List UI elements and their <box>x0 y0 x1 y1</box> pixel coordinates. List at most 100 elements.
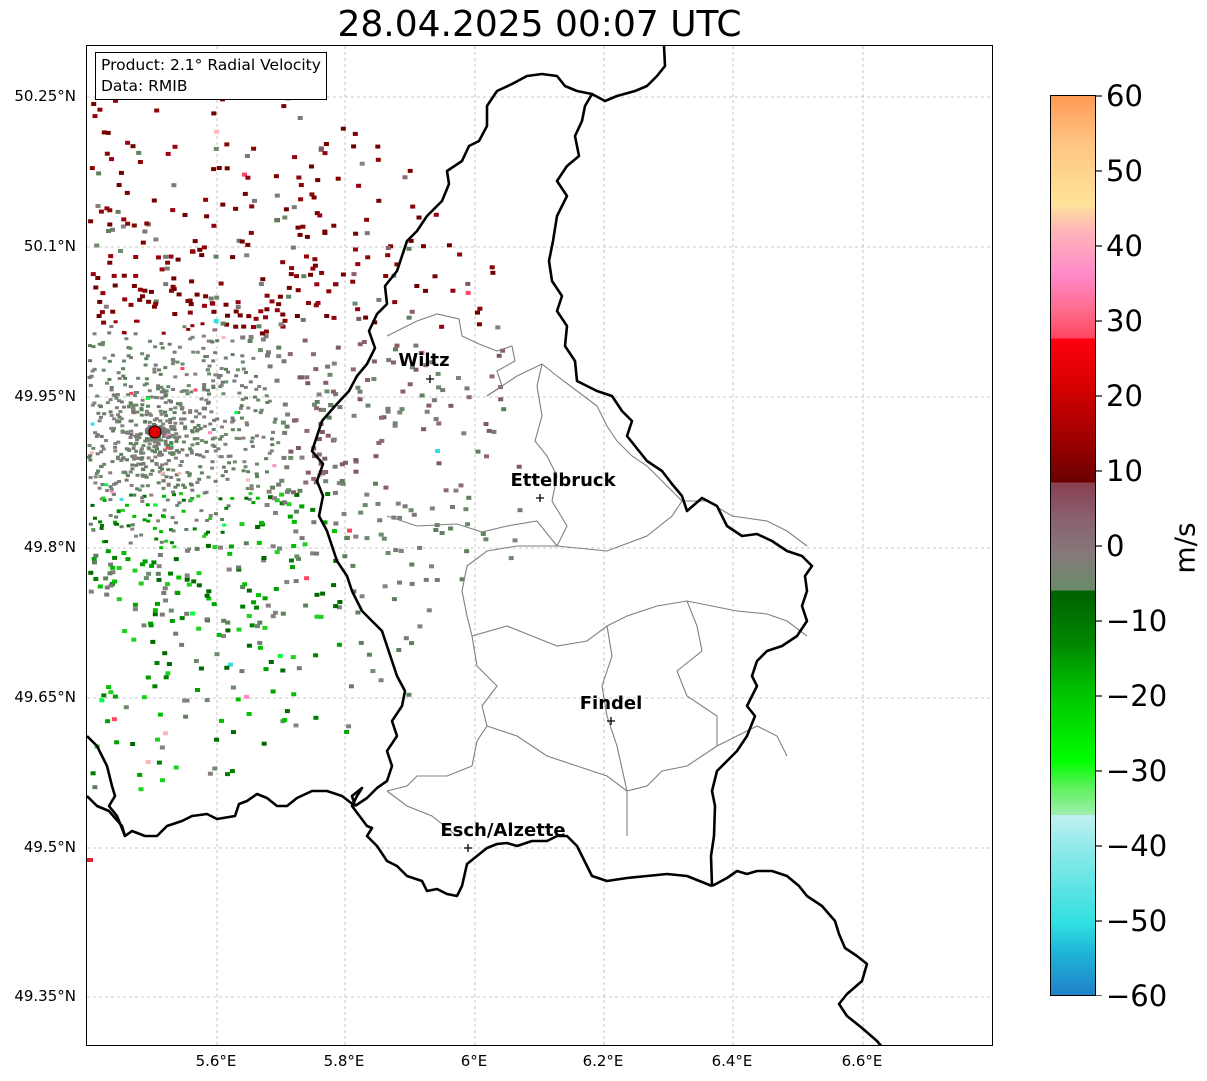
echo-pixel <box>176 450 181 454</box>
echo-pixel <box>248 380 253 384</box>
echo-pixel <box>258 411 263 415</box>
echo-pixel <box>211 428 216 431</box>
echo-pixel <box>335 345 341 350</box>
echo-pixel <box>180 367 185 370</box>
echo-pixel <box>270 437 274 441</box>
echo-pixel <box>264 457 269 461</box>
echo-pixel <box>211 111 217 116</box>
echo-pixel <box>201 245 207 250</box>
echo-pixel <box>95 276 101 280</box>
echo-pixel <box>240 354 245 358</box>
echo-pixel <box>175 483 180 487</box>
echo-pixel <box>190 488 195 492</box>
echo-pixel <box>112 482 117 486</box>
echo-pixel <box>136 433 141 437</box>
echo-pixel <box>262 387 267 391</box>
echo-pixel <box>184 434 189 438</box>
echo-pixel <box>314 282 320 287</box>
echo-pixel <box>123 376 128 380</box>
echo-pixel <box>158 470 162 474</box>
echo-pixel <box>142 494 147 498</box>
echo-pixel <box>196 428 201 432</box>
echo-pixel <box>113 445 118 449</box>
echo-pixel <box>115 455 120 459</box>
echo-pixel <box>236 627 242 632</box>
echo-pixel <box>172 425 177 429</box>
echo-pixel <box>331 361 337 366</box>
echo-pixel <box>119 525 124 529</box>
echo-pixel <box>175 449 179 453</box>
echo-pixel <box>292 418 297 423</box>
echo-pixel <box>332 490 338 495</box>
echo-pixel <box>141 444 146 448</box>
lat-tick: 50.1°N <box>23 237 76 255</box>
echo-pixel <box>129 356 133 360</box>
echo-pixel <box>205 519 210 522</box>
echo-pixel <box>491 429 497 434</box>
echo-pixel <box>182 213 188 217</box>
echo-pixel <box>96 469 101 473</box>
echo-pixel <box>355 610 361 615</box>
echo-pixel <box>223 302 229 307</box>
echo-pixel <box>89 374 94 378</box>
echo-pixel <box>162 515 166 519</box>
echo-pixel <box>196 494 201 498</box>
echo-pixel <box>262 625 268 630</box>
echo-pixel <box>216 633 222 637</box>
echo-pixel <box>163 254 169 259</box>
echo-pixel <box>152 304 157 309</box>
echo-pixel <box>259 408 264 412</box>
echo-pixel <box>148 413 153 417</box>
echo-pixel <box>110 309 116 314</box>
echo-pixel <box>194 546 200 551</box>
echo-pixel <box>88 476 93 480</box>
echo-pixel <box>333 392 339 397</box>
echo-pixel <box>355 262 361 267</box>
echo-pixel <box>155 601 160 606</box>
echo-pixel <box>304 428 310 433</box>
echo-pixel <box>203 294 209 299</box>
echo-pixel <box>291 692 297 697</box>
ettelbruck-marker <box>536 494 544 502</box>
echo-pixel <box>146 571 152 576</box>
echo-pixel <box>144 475 149 479</box>
echo-pixel <box>456 376 461 380</box>
echo-pixel <box>114 481 119 485</box>
echo-pixel <box>179 460 184 464</box>
echo-pixel <box>125 503 129 507</box>
echo-pixel <box>163 282 169 287</box>
echo-pixel <box>210 460 215 464</box>
echo-pixel <box>161 591 167 595</box>
echo-pixel <box>310 507 316 512</box>
echo-pixel <box>385 551 391 555</box>
echo-pixel <box>188 410 193 414</box>
echo-pixel <box>195 442 200 446</box>
echo-pixel <box>179 492 183 496</box>
echo-pixel <box>223 442 228 446</box>
echo-pixel <box>393 548 399 553</box>
echo-pixel <box>322 231 328 235</box>
echo-pixel <box>458 483 464 488</box>
echo-pixel <box>122 405 127 409</box>
echo-pixel <box>112 283 118 288</box>
echo-pixel <box>145 503 150 507</box>
echo-pixel <box>318 147 324 152</box>
echo-pixel <box>357 342 363 347</box>
echo-pixel <box>255 475 260 479</box>
echo-pixel <box>140 403 145 407</box>
echo-pixel <box>132 514 137 518</box>
echo-pixel <box>325 364 331 369</box>
echo-pixel <box>164 442 168 446</box>
echo-pixel <box>220 474 225 478</box>
echo-pixel <box>148 339 152 343</box>
echo-pixel <box>156 442 161 446</box>
echo-pixel <box>147 389 152 393</box>
echo-pixel <box>212 444 217 448</box>
echo-pixel <box>220 202 226 207</box>
echo-pixel <box>140 467 145 471</box>
echo-pixel <box>351 413 357 418</box>
echo-pixel <box>436 385 442 390</box>
echo-pixel <box>115 209 121 214</box>
echo-pixel <box>282 318 288 323</box>
echo-pixel <box>116 566 122 570</box>
